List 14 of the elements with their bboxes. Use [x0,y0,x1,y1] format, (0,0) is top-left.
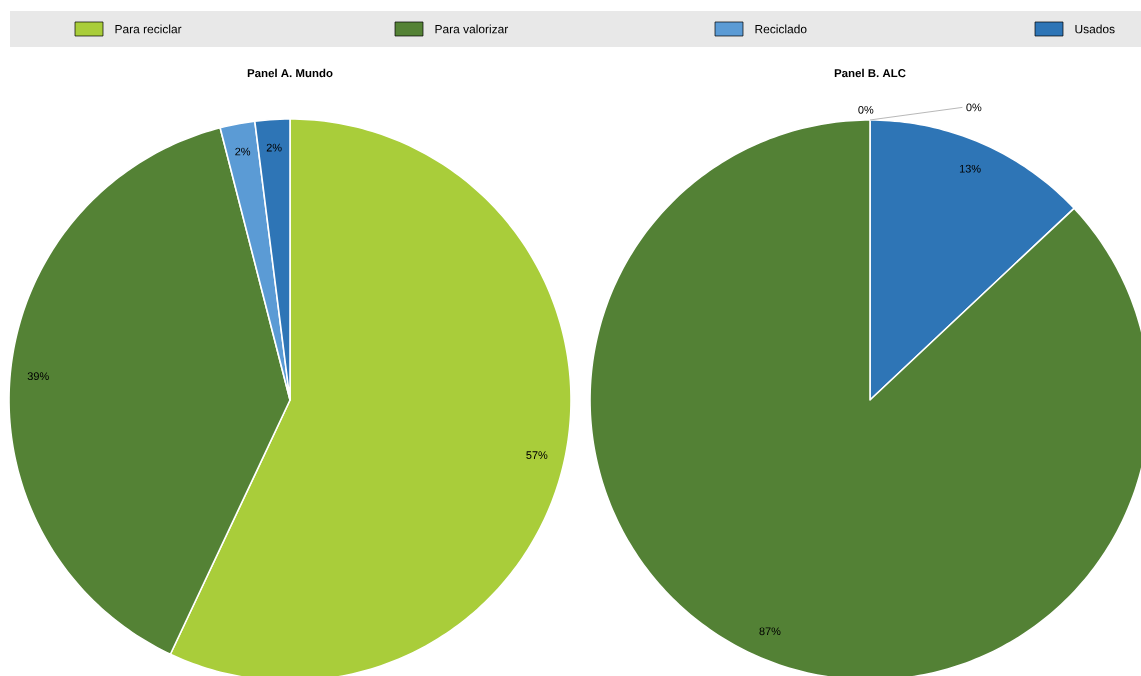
legend-label: Usados [1075,24,1115,34]
data-label: 2% [266,143,282,152]
data-label: 57% [526,451,548,459]
chart-title: Panel B. ALC [834,68,906,78]
text: 0% [966,103,982,112]
data-label: 13% [959,164,981,173]
legend-label: Para valorizar [435,24,509,34]
legend-label: Reciclado [755,24,807,34]
legend-label: Para reciclar [115,24,182,34]
data-label: 2% [235,147,251,156]
data-label: 87% [759,627,781,636]
text: 0% [858,105,874,114]
text: Panel A. Mundo [247,68,333,78]
data-label: 39% [27,372,49,381]
